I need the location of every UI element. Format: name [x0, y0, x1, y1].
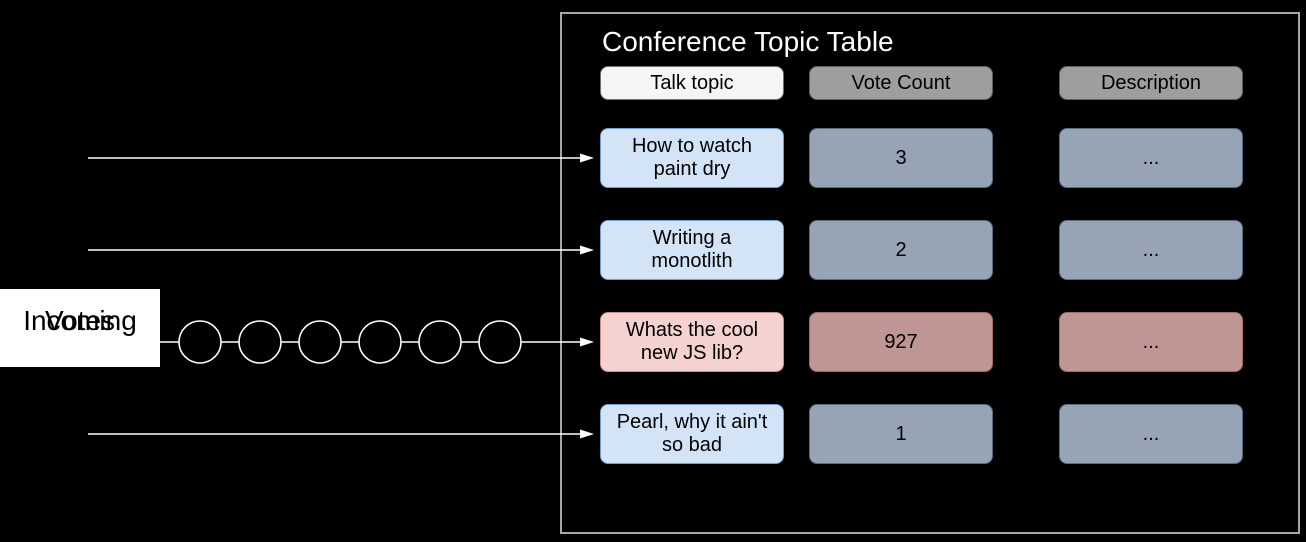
row-3-votes: 1 — [809, 404, 993, 464]
header-1: Vote Count — [809, 66, 993, 100]
header-2: Description — [1059, 66, 1243, 100]
row-1-topic: Writing a monotlith — [600, 220, 784, 280]
row-3-desc: ... — [1059, 404, 1243, 464]
header-0: Talk topic — [600, 66, 784, 100]
row-1-desc: ... — [1059, 220, 1243, 280]
row-2-desc: ... — [1059, 312, 1243, 372]
row-2-topic: Whats the cool new JS lib? — [600, 312, 784, 372]
incoming-votes-label: Incoming Votes — [0, 289, 160, 367]
row-3-topic: Pearl, why it ain't so bad — [600, 404, 784, 464]
diagram-stage: Incoming Votes Conference Topic Table Ta… — [0, 0, 1306, 542]
incoming-line2: Votes — [0, 305, 160, 337]
incoming-votes-text: Incoming Votes — [0, 297, 160, 329]
panel-title: Conference Topic Table — [602, 26, 894, 58]
row-0-desc: ... — [1059, 128, 1243, 188]
row-1-votes: 2 — [809, 220, 993, 280]
row-0-votes: 3 — [809, 128, 993, 188]
row-0-topic: How to watch paint dry — [600, 128, 784, 188]
row-2-votes: 927 — [809, 312, 993, 372]
